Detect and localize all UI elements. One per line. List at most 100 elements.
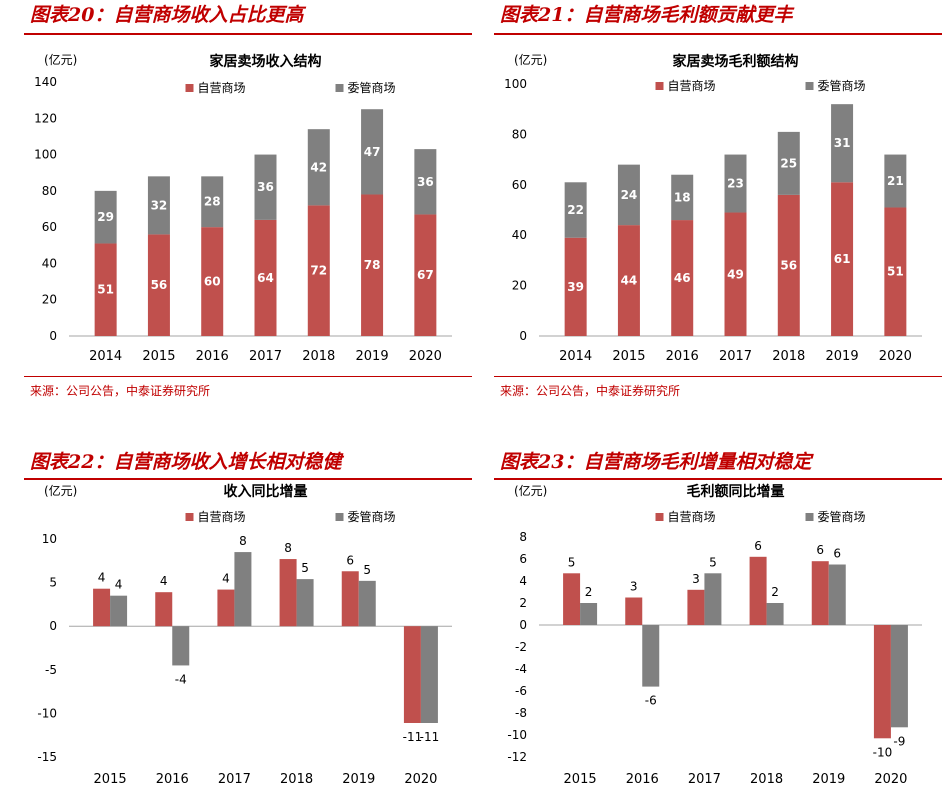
y-tick-label: 80 <box>42 184 57 198</box>
data-label: 31 <box>834 136 851 150</box>
figure-heading: 图表21：自营商场毛利额贡献更丰 <box>500 4 793 26</box>
bar <box>811 561 829 625</box>
x-tick-label: 2015 <box>94 772 127 787</box>
data-label: 64 <box>257 271 274 285</box>
bar <box>414 149 437 215</box>
data-label: 61 <box>834 252 851 266</box>
x-tick-label: 2015 <box>142 349 175 364</box>
data-label: 44 <box>621 274 638 288</box>
y-tick-label: 40 <box>42 256 57 270</box>
bar <box>93 588 111 627</box>
legend-swatch <box>335 84 344 92</box>
data-label: -4 <box>175 672 187 686</box>
y-tick-label: 5 <box>49 576 57 590</box>
bar <box>704 573 722 625</box>
bar <box>361 109 384 195</box>
y-tick-label: -6 <box>515 684 527 698</box>
y-tick-label: 2 <box>519 596 527 610</box>
bar <box>217 589 235 627</box>
y-tick-label: 0 <box>519 618 527 632</box>
x-tick-label: 2015 <box>564 772 597 787</box>
y-tick-label: -5 <box>45 663 57 677</box>
bar <box>873 625 891 739</box>
data-label: 78 <box>364 258 381 272</box>
x-tick-label: 2016 <box>156 772 189 787</box>
bar <box>749 556 767 625</box>
legend-label: 自营商场 <box>198 509 246 524</box>
chart-gross-profit-yoy-increment: 毛利额同比增量 (亿元) 自营商场 委管商场 -12 -10 -8 -6 -4 -2 0 2 4 6 8 5 2… <box>507 483 922 787</box>
bar <box>642 625 660 687</box>
x-tick-label: 2018 <box>772 349 805 364</box>
bar <box>341 571 359 627</box>
x-tick-label: 2017 <box>688 772 721 787</box>
data-label: 4 <box>115 578 123 592</box>
x-tick-label: 2018 <box>750 772 783 787</box>
bar <box>563 573 581 625</box>
data-label: 32 <box>151 198 168 212</box>
figure-panel-22: 图表22：自营商场收入增长相对稳健 收入同比增量 (亿元) 自营商场 委管商场 -15 -… <box>24 447 472 793</box>
y-tick-label: -10 <box>507 728 527 742</box>
y-tick-label: -4 <box>515 662 527 676</box>
legend-label: 自营商场 <box>668 509 716 524</box>
data-label: 6 <box>833 547 841 561</box>
legend-swatch <box>185 513 194 521</box>
x-tick-label: 2019 <box>826 349 859 364</box>
footer-rule <box>494 376 942 377</box>
bar <box>172 626 190 666</box>
y-tick-label: 60 <box>512 178 527 192</box>
data-label: 25 <box>780 156 797 170</box>
data-label: -10 <box>873 745 893 759</box>
figure-panel-21: 图表21：自营商场毛利额贡献更丰 家居卖场毛利额结构 (亿元) 自营商场 委管商场 0 2… <box>494 0 942 400</box>
bar <box>884 207 907 336</box>
bar <box>201 176 224 228</box>
data-label: 23 <box>727 177 744 191</box>
bar <box>777 131 800 195</box>
data-label: 6 <box>816 543 824 557</box>
legend-label: 委管商场 <box>818 509 866 524</box>
x-tick-label: 2017 <box>249 349 282 364</box>
bar <box>420 626 438 723</box>
data-label: 67 <box>417 268 434 282</box>
data-label: 6 <box>346 553 354 567</box>
chart-title: 家居卖场收入结构 <box>210 53 322 70</box>
y-tick-label: -12 <box>507 750 527 764</box>
bar <box>147 176 170 235</box>
figure-heading: 图表22：自营商场收入增长相对稳健 <box>30 451 342 473</box>
x-tick-label: 2016 <box>196 349 229 364</box>
footer-rule <box>24 376 472 377</box>
bar <box>625 597 643 625</box>
data-label: 51 <box>97 283 114 297</box>
bar <box>155 592 173 627</box>
bar <box>617 164 640 226</box>
y-tick-label: 60 <box>42 220 57 234</box>
bar <box>766 603 784 625</box>
x-tick-label: 2017 <box>719 349 752 364</box>
legend-label: 委管商场 <box>348 80 396 95</box>
y-tick-label: 80 <box>512 127 527 141</box>
unit-label: (亿元) <box>44 52 77 67</box>
bar <box>724 212 747 336</box>
data-label: 5 <box>363 563 371 577</box>
bar <box>671 174 694 221</box>
chart-gross-profit-structure: 家居卖场毛利额结构 (亿元) 自营商场 委管商场 0 20 40 60 80 100 39 22 201… <box>504 52 922 364</box>
legend-label: 委管商场 <box>818 78 866 93</box>
data-label: 72 <box>310 264 327 278</box>
heading-rule <box>24 33 472 35</box>
chart-title: 家居卖场毛利额结构 <box>673 53 799 70</box>
y-tick-label: -8 <box>515 706 527 720</box>
bar <box>296 579 314 627</box>
y-tick-label: 120 <box>34 111 57 125</box>
data-label: 5 <box>568 555 576 569</box>
bar <box>358 580 376 627</box>
bar <box>201 227 224 336</box>
legend-label: 自营商场 <box>668 78 716 93</box>
bar <box>777 194 800 336</box>
x-tick-label: 2018 <box>302 349 335 364</box>
data-label: 4 <box>98 571 106 585</box>
chart-title: 毛利额同比增量 <box>687 483 785 500</box>
bar <box>414 214 437 336</box>
data-label: 51 <box>887 265 904 279</box>
data-label: 60 <box>204 275 221 289</box>
data-label: 18 <box>674 190 691 204</box>
